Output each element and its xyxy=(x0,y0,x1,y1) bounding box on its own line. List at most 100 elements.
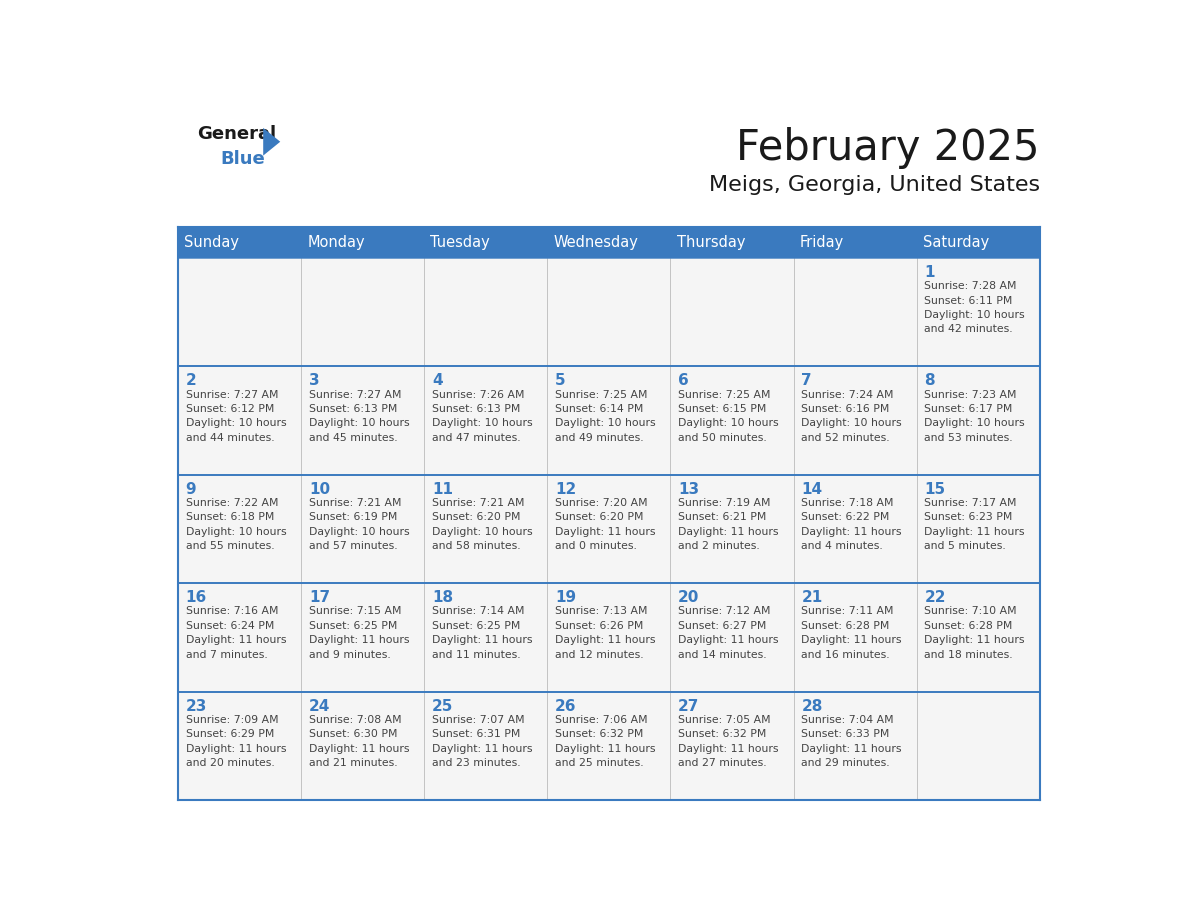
Text: 9: 9 xyxy=(185,482,196,497)
Text: Sunrise: 7:15 AM
Sunset: 6:25 PM
Daylight: 11 hours
and 9 minutes.: Sunrise: 7:15 AM Sunset: 6:25 PM Dayligh… xyxy=(309,607,410,659)
Text: Sunday: Sunday xyxy=(184,235,239,250)
Text: Sunrise: 7:28 AM
Sunset: 6:11 PM
Daylight: 10 hours
and 42 minutes.: Sunrise: 7:28 AM Sunset: 6:11 PM Dayligh… xyxy=(924,281,1025,334)
Text: 14: 14 xyxy=(801,482,822,497)
Text: Sunrise: 7:19 AM
Sunset: 6:21 PM
Daylight: 11 hours
and 2 minutes.: Sunrise: 7:19 AM Sunset: 6:21 PM Dayligh… xyxy=(678,498,778,551)
Text: Sunrise: 7:25 AM
Sunset: 6:14 PM
Daylight: 10 hours
and 49 minutes.: Sunrise: 7:25 AM Sunset: 6:14 PM Dayligh… xyxy=(555,389,656,442)
Bar xyxy=(670,475,794,583)
Text: 6: 6 xyxy=(678,374,689,388)
Text: Sunrise: 7:25 AM
Sunset: 6:15 PM
Daylight: 10 hours
and 50 minutes.: Sunrise: 7:25 AM Sunset: 6:15 PM Dayligh… xyxy=(678,389,779,442)
Polygon shape xyxy=(264,128,280,155)
Bar xyxy=(548,366,670,475)
Bar xyxy=(794,258,917,366)
Text: 21: 21 xyxy=(801,590,822,605)
Bar xyxy=(670,227,794,258)
Bar xyxy=(670,691,794,800)
Bar xyxy=(178,366,301,475)
Text: Sunrise: 7:10 AM
Sunset: 6:28 PM
Daylight: 11 hours
and 18 minutes.: Sunrise: 7:10 AM Sunset: 6:28 PM Dayligh… xyxy=(924,607,1025,659)
Bar xyxy=(917,366,1040,475)
Text: Saturday: Saturday xyxy=(923,235,990,250)
Text: 24: 24 xyxy=(309,699,330,713)
Bar xyxy=(670,583,794,691)
Text: 1: 1 xyxy=(924,265,935,280)
Text: 7: 7 xyxy=(801,374,811,388)
Bar xyxy=(917,583,1040,691)
Bar xyxy=(424,583,548,691)
Text: Sunrise: 7:09 AM
Sunset: 6:29 PM
Daylight: 11 hours
and 20 minutes.: Sunrise: 7:09 AM Sunset: 6:29 PM Dayligh… xyxy=(185,715,286,768)
Text: Sunrise: 7:23 AM
Sunset: 6:17 PM
Daylight: 10 hours
and 53 minutes.: Sunrise: 7:23 AM Sunset: 6:17 PM Dayligh… xyxy=(924,389,1025,442)
Bar xyxy=(178,583,301,691)
Bar xyxy=(301,366,424,475)
Text: Sunrise: 7:18 AM
Sunset: 6:22 PM
Daylight: 11 hours
and 4 minutes.: Sunrise: 7:18 AM Sunset: 6:22 PM Dayligh… xyxy=(801,498,902,551)
Text: Sunrise: 7:07 AM
Sunset: 6:31 PM
Daylight: 11 hours
and 23 minutes.: Sunrise: 7:07 AM Sunset: 6:31 PM Dayligh… xyxy=(432,715,532,768)
Bar xyxy=(548,583,670,691)
Text: 3: 3 xyxy=(309,374,320,388)
Bar xyxy=(424,475,548,583)
Text: Sunrise: 7:21 AM
Sunset: 6:20 PM
Daylight: 10 hours
and 58 minutes.: Sunrise: 7:21 AM Sunset: 6:20 PM Dayligh… xyxy=(432,498,532,551)
Text: 23: 23 xyxy=(185,699,207,713)
Text: Sunrise: 7:08 AM
Sunset: 6:30 PM
Daylight: 11 hours
and 21 minutes.: Sunrise: 7:08 AM Sunset: 6:30 PM Dayligh… xyxy=(309,715,410,768)
Text: 18: 18 xyxy=(432,590,453,605)
Text: 10: 10 xyxy=(309,482,330,497)
Bar xyxy=(178,691,301,800)
Text: February 2025: February 2025 xyxy=(737,127,1040,169)
Text: Sunrise: 7:21 AM
Sunset: 6:19 PM
Daylight: 10 hours
and 57 minutes.: Sunrise: 7:21 AM Sunset: 6:19 PM Dayligh… xyxy=(309,498,410,551)
Text: 4: 4 xyxy=(432,374,443,388)
Bar xyxy=(548,475,670,583)
Text: 13: 13 xyxy=(678,482,700,497)
Text: 22: 22 xyxy=(924,590,946,605)
Bar xyxy=(424,366,548,475)
Bar xyxy=(794,227,917,258)
Text: 26: 26 xyxy=(555,699,576,713)
Text: Meigs, Georgia, United States: Meigs, Georgia, United States xyxy=(708,174,1040,195)
Bar xyxy=(424,227,548,258)
Text: 11: 11 xyxy=(432,482,453,497)
Text: Thursday: Thursday xyxy=(676,235,745,250)
Bar xyxy=(301,691,424,800)
Text: 20: 20 xyxy=(678,590,700,605)
Text: 16: 16 xyxy=(185,590,207,605)
Text: Sunrise: 7:27 AM
Sunset: 6:13 PM
Daylight: 10 hours
and 45 minutes.: Sunrise: 7:27 AM Sunset: 6:13 PM Dayligh… xyxy=(309,389,410,442)
Text: 15: 15 xyxy=(924,482,946,497)
Text: Friday: Friday xyxy=(800,235,843,250)
Text: Sunrise: 7:11 AM
Sunset: 6:28 PM
Daylight: 11 hours
and 16 minutes.: Sunrise: 7:11 AM Sunset: 6:28 PM Dayligh… xyxy=(801,607,902,659)
Text: Sunrise: 7:06 AM
Sunset: 6:32 PM
Daylight: 11 hours
and 25 minutes.: Sunrise: 7:06 AM Sunset: 6:32 PM Dayligh… xyxy=(555,715,656,768)
Text: General: General xyxy=(197,126,277,143)
Text: 19: 19 xyxy=(555,590,576,605)
Bar xyxy=(178,227,301,258)
Text: Monday: Monday xyxy=(308,235,365,250)
Text: Sunrise: 7:13 AM
Sunset: 6:26 PM
Daylight: 11 hours
and 12 minutes.: Sunrise: 7:13 AM Sunset: 6:26 PM Dayligh… xyxy=(555,607,656,659)
Text: Tuesday: Tuesday xyxy=(430,235,491,250)
Bar xyxy=(670,258,794,366)
Bar xyxy=(794,583,917,691)
Bar xyxy=(301,475,424,583)
Text: Sunrise: 7:22 AM
Sunset: 6:18 PM
Daylight: 10 hours
and 55 minutes.: Sunrise: 7:22 AM Sunset: 6:18 PM Dayligh… xyxy=(185,498,286,551)
Text: Sunrise: 7:20 AM
Sunset: 6:20 PM
Daylight: 11 hours
and 0 minutes.: Sunrise: 7:20 AM Sunset: 6:20 PM Dayligh… xyxy=(555,498,656,551)
Bar xyxy=(301,583,424,691)
Bar xyxy=(178,258,301,366)
Text: Sunrise: 7:17 AM
Sunset: 6:23 PM
Daylight: 11 hours
and 5 minutes.: Sunrise: 7:17 AM Sunset: 6:23 PM Dayligh… xyxy=(924,498,1025,551)
Text: Sunrise: 7:05 AM
Sunset: 6:32 PM
Daylight: 11 hours
and 27 minutes.: Sunrise: 7:05 AM Sunset: 6:32 PM Dayligh… xyxy=(678,715,778,768)
Bar xyxy=(301,258,424,366)
Bar xyxy=(917,691,1040,800)
Bar xyxy=(548,691,670,800)
Bar xyxy=(794,366,917,475)
Bar xyxy=(548,258,670,366)
Bar xyxy=(917,258,1040,366)
Text: 2: 2 xyxy=(185,374,196,388)
Text: 25: 25 xyxy=(432,699,454,713)
Text: Sunrise: 7:04 AM
Sunset: 6:33 PM
Daylight: 11 hours
and 29 minutes.: Sunrise: 7:04 AM Sunset: 6:33 PM Dayligh… xyxy=(801,715,902,768)
Text: Wednesday: Wednesday xyxy=(554,235,638,250)
Bar xyxy=(670,366,794,475)
Text: 27: 27 xyxy=(678,699,700,713)
Text: 12: 12 xyxy=(555,482,576,497)
Bar xyxy=(794,691,917,800)
Bar xyxy=(917,475,1040,583)
Text: 8: 8 xyxy=(924,374,935,388)
Text: Sunrise: 7:24 AM
Sunset: 6:16 PM
Daylight: 10 hours
and 52 minutes.: Sunrise: 7:24 AM Sunset: 6:16 PM Dayligh… xyxy=(801,389,902,442)
Text: Sunrise: 7:14 AM
Sunset: 6:25 PM
Daylight: 11 hours
and 11 minutes.: Sunrise: 7:14 AM Sunset: 6:25 PM Dayligh… xyxy=(432,607,532,659)
Text: 5: 5 xyxy=(555,374,565,388)
Text: 28: 28 xyxy=(801,699,822,713)
Text: Sunrise: 7:12 AM
Sunset: 6:27 PM
Daylight: 11 hours
and 14 minutes.: Sunrise: 7:12 AM Sunset: 6:27 PM Dayligh… xyxy=(678,607,778,659)
Bar xyxy=(917,227,1040,258)
Bar xyxy=(301,227,424,258)
